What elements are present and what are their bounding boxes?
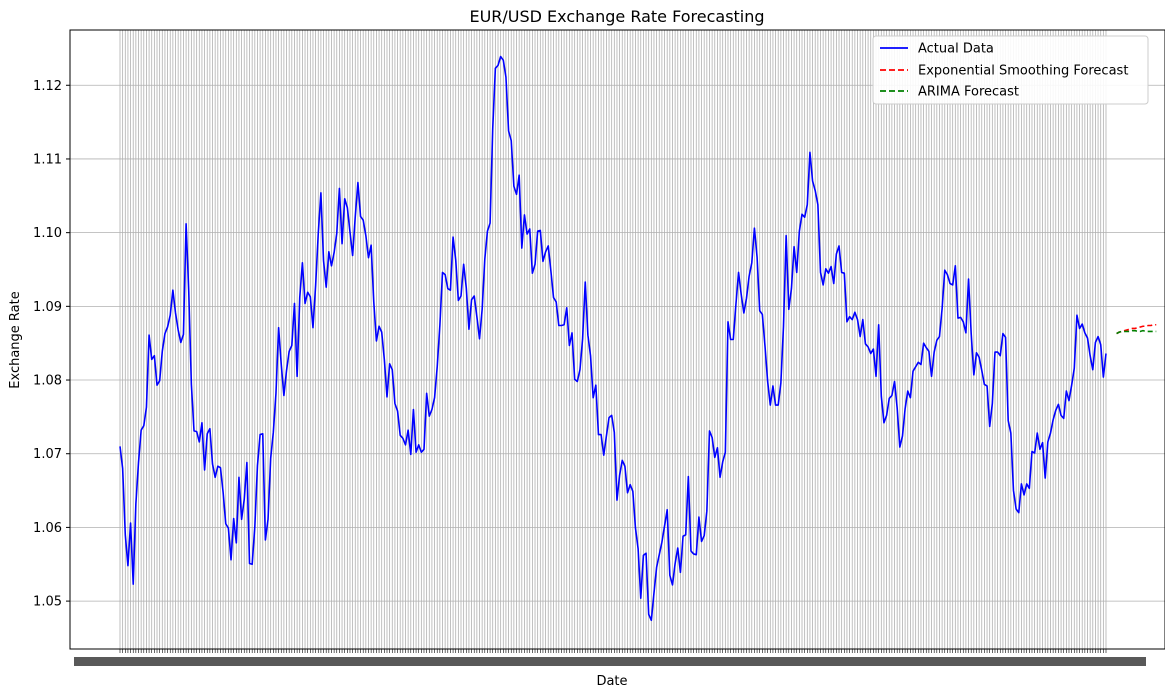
x-axis-ticks: [74, 649, 1146, 666]
y-tick-label: 1.07: [33, 447, 62, 462]
y-tick-label: 1.10: [33, 226, 62, 241]
horizontal-gridlines: [70, 84, 1165, 602]
legend-label-arima: ARIMA Forecast: [918, 85, 1019, 100]
y-tick-label: 1.08: [33, 374, 62, 389]
legend: Actual Data Exponential Smoothing Foreca…: [872, 35, 1149, 105]
x-tick-labels-overlap: [74, 657, 1146, 666]
axes-background: [70, 30, 1165, 649]
vertical-gridlines: [119, 30, 1107, 649]
chart-title: EUR/USD Exchange Rate Forecasting: [469, 7, 764, 26]
legend-label-exp-smoothing: Exponential Smoothing Forecast: [918, 64, 1128, 79]
y-tick-label: 1.06: [33, 521, 62, 536]
series-exponential-smoothing-forecast: [1116, 323, 1157, 335]
y-tick-label: 1.12: [33, 79, 62, 94]
y-axis-ticks: 1.05 1.06 1.07 1.08 1.09 1.10 1.11 1.12: [33, 79, 70, 610]
x-axis-label: Date: [596, 674, 627, 689]
series-actual-data: [119, 55, 1107, 622]
y-axis-label: Exchange Rate: [8, 291, 23, 388]
series-arima-forecast: [1116, 329, 1157, 335]
plot-area: 1.05 1.06 1.07 1.08 1.09 1.10 1.11 1.12: [33, 29, 1165, 666]
legend-label-actual: Actual Data: [918, 42, 994, 57]
y-tick-label: 1.05: [33, 595, 62, 610]
legend-box: [872, 35, 1149, 105]
series-layer: [119, 55, 1157, 622]
y-tick-label: 1.09: [33, 300, 62, 315]
axes-frame: [69, 29, 1165, 650]
y-tick-label: 1.11: [33, 152, 62, 167]
